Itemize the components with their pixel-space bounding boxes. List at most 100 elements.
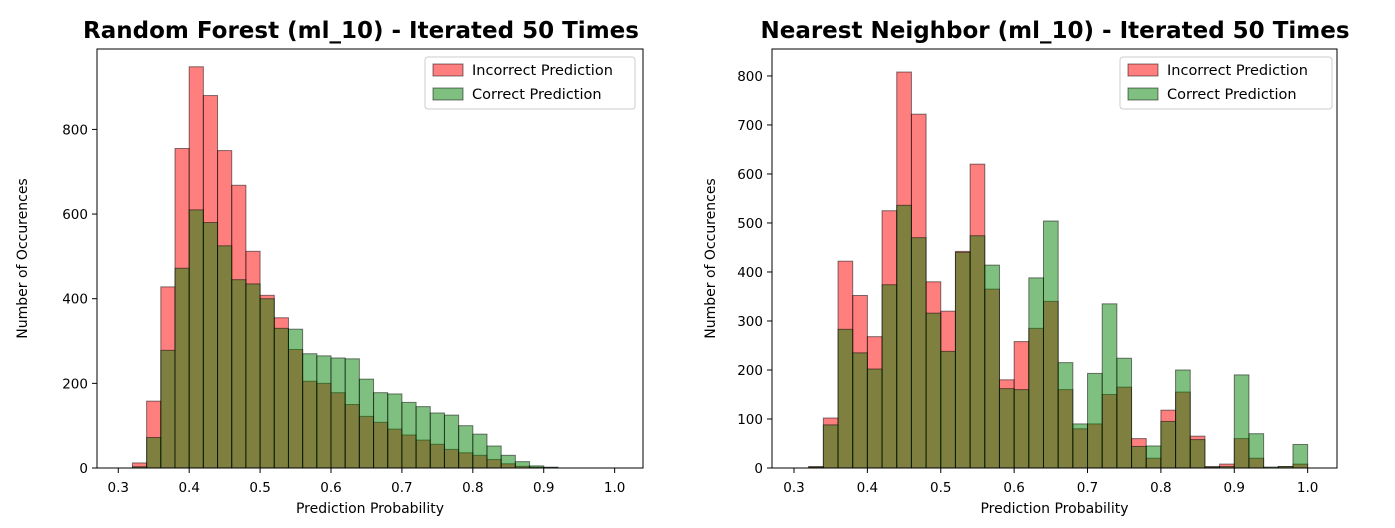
bar bbox=[837, 328, 854, 469]
bar bbox=[472, 433, 488, 469]
x-tick-label: 0.3 bbox=[783, 480, 804, 496]
bar bbox=[969, 235, 986, 469]
bar bbox=[146, 437, 162, 469]
x-tick-label: 0.9 bbox=[1224, 480, 1245, 496]
legend-label: Correct Prediction bbox=[1167, 87, 1297, 103]
bar bbox=[174, 267, 190, 469]
bar bbox=[1175, 369, 1191, 469]
bar bbox=[1233, 374, 1250, 469]
bar bbox=[387, 393, 403, 469]
bar bbox=[443, 414, 460, 469]
legend-swatch bbox=[432, 63, 464, 77]
legend-label: Incorrect Prediction bbox=[1167, 63, 1308, 79]
bar bbox=[866, 368, 883, 469]
bar bbox=[1057, 362, 1074, 469]
bar bbox=[1042, 220, 1059, 469]
y-tick-label: 200 bbox=[737, 363, 763, 379]
bar bbox=[287, 328, 304, 469]
y-tick-label: 800 bbox=[62, 122, 88, 138]
bar bbox=[1072, 423, 1089, 469]
bar bbox=[330, 357, 346, 469]
bar bbox=[429, 412, 445, 469]
legend: Incorrect Prediction Correct Prediction bbox=[1119, 56, 1333, 110]
chart-nearest-neighbor: Nearest Neighbor (ml_10) - Iterated 50 T… bbox=[703, 18, 1350, 517]
y-tick-label: 700 bbox=[737, 118, 763, 134]
series-correct bbox=[131, 209, 559, 469]
bar bbox=[896, 204, 912, 469]
bar bbox=[514, 461, 531, 469]
bar bbox=[925, 312, 942, 469]
x-tick-label: 0.4 bbox=[857, 480, 878, 496]
bar bbox=[401, 401, 417, 469]
y-tick-label: 400 bbox=[62, 292, 88, 308]
legend-swatch bbox=[1127, 87, 1159, 101]
x-axis-label: Prediction Probability bbox=[980, 501, 1128, 517]
plot-frame bbox=[96, 48, 644, 469]
bar bbox=[358, 378, 375, 469]
bar bbox=[998, 388, 1015, 469]
bar bbox=[415, 406, 431, 469]
y-tick-label: 0 bbox=[79, 461, 88, 477]
y-tick-label: 300 bbox=[737, 314, 763, 330]
bar bbox=[1116, 357, 1133, 469]
x-tick-label: 1.0 bbox=[604, 480, 625, 496]
bar bbox=[273, 327, 289, 469]
legend-label: Incorrect Prediction bbox=[472, 63, 613, 79]
bar bbox=[188, 209, 204, 469]
bar bbox=[160, 349, 176, 469]
bar bbox=[1189, 439, 1206, 469]
chart-random-forest: Random Forest (ml_10) - Iterated 50 Time… bbox=[15, 18, 644, 517]
bar bbox=[1145, 445, 1162, 469]
x-tick-label: 1.0 bbox=[1297, 480, 1318, 496]
legend-swatch bbox=[1127, 63, 1159, 77]
bar bbox=[940, 350, 956, 469]
bar bbox=[1013, 389, 1030, 469]
bar bbox=[1292, 443, 1309, 469]
bar bbox=[881, 284, 898, 469]
x-tick-label: 0.9 bbox=[533, 480, 554, 496]
bar bbox=[316, 355, 332, 469]
y-axis-label: Number of Occurences bbox=[15, 178, 31, 338]
legend-box bbox=[424, 56, 636, 110]
bar bbox=[302, 353, 318, 469]
legend-swatch bbox=[432, 87, 464, 101]
x-tick-label: 0.5 bbox=[249, 480, 270, 496]
bar bbox=[373, 392, 389, 469]
y-tick-label: 100 bbox=[737, 412, 763, 428]
x-tick-label: 0.8 bbox=[1150, 480, 1171, 496]
x-axis-label: Prediction Probability bbox=[296, 501, 444, 517]
bar bbox=[1160, 420, 1177, 469]
bar bbox=[910, 237, 927, 469]
x-tick-label: 0.8 bbox=[462, 480, 483, 496]
legend-box bbox=[1119, 56, 1333, 110]
y-tick-label: 0 bbox=[754, 461, 763, 477]
x-tick-label: 0.5 bbox=[930, 480, 951, 496]
bar bbox=[245, 283, 261, 469]
bar bbox=[1248, 433, 1265, 469]
bar bbox=[486, 445, 502, 469]
bar bbox=[202, 222, 219, 469]
y-tick-label: 500 bbox=[737, 216, 763, 232]
bar bbox=[1087, 372, 1103, 469]
x-tick-label: 0.3 bbox=[108, 480, 129, 496]
y-tick-label: 800 bbox=[737, 69, 763, 85]
y-axis-label: Number of Occurences bbox=[703, 178, 719, 338]
legend-label: Correct Prediction bbox=[472, 87, 602, 103]
bar bbox=[231, 279, 247, 469]
bar bbox=[1131, 445, 1147, 469]
x-tick-label: 0.7 bbox=[391, 480, 412, 496]
bar bbox=[458, 425, 474, 469]
bar bbox=[1028, 277, 1044, 469]
bar bbox=[984, 264, 1000, 469]
y-tick-label: 200 bbox=[62, 376, 88, 392]
x-tick-label: 0.6 bbox=[320, 480, 341, 496]
plot-frame bbox=[771, 48, 1338, 469]
x-tick-label: 0.7 bbox=[1077, 480, 1098, 496]
chart-title: Nearest Neighbor (ml_10) - Iterated 50 T… bbox=[760, 18, 1349, 44]
y-tick-label: 400 bbox=[737, 265, 763, 281]
bar bbox=[344, 358, 360, 469]
bar bbox=[500, 454, 516, 469]
bar bbox=[822, 424, 839, 469]
bar bbox=[259, 298, 275, 469]
chart-title: Random Forest (ml_10) - Iterated 50 Time… bbox=[83, 18, 639, 44]
